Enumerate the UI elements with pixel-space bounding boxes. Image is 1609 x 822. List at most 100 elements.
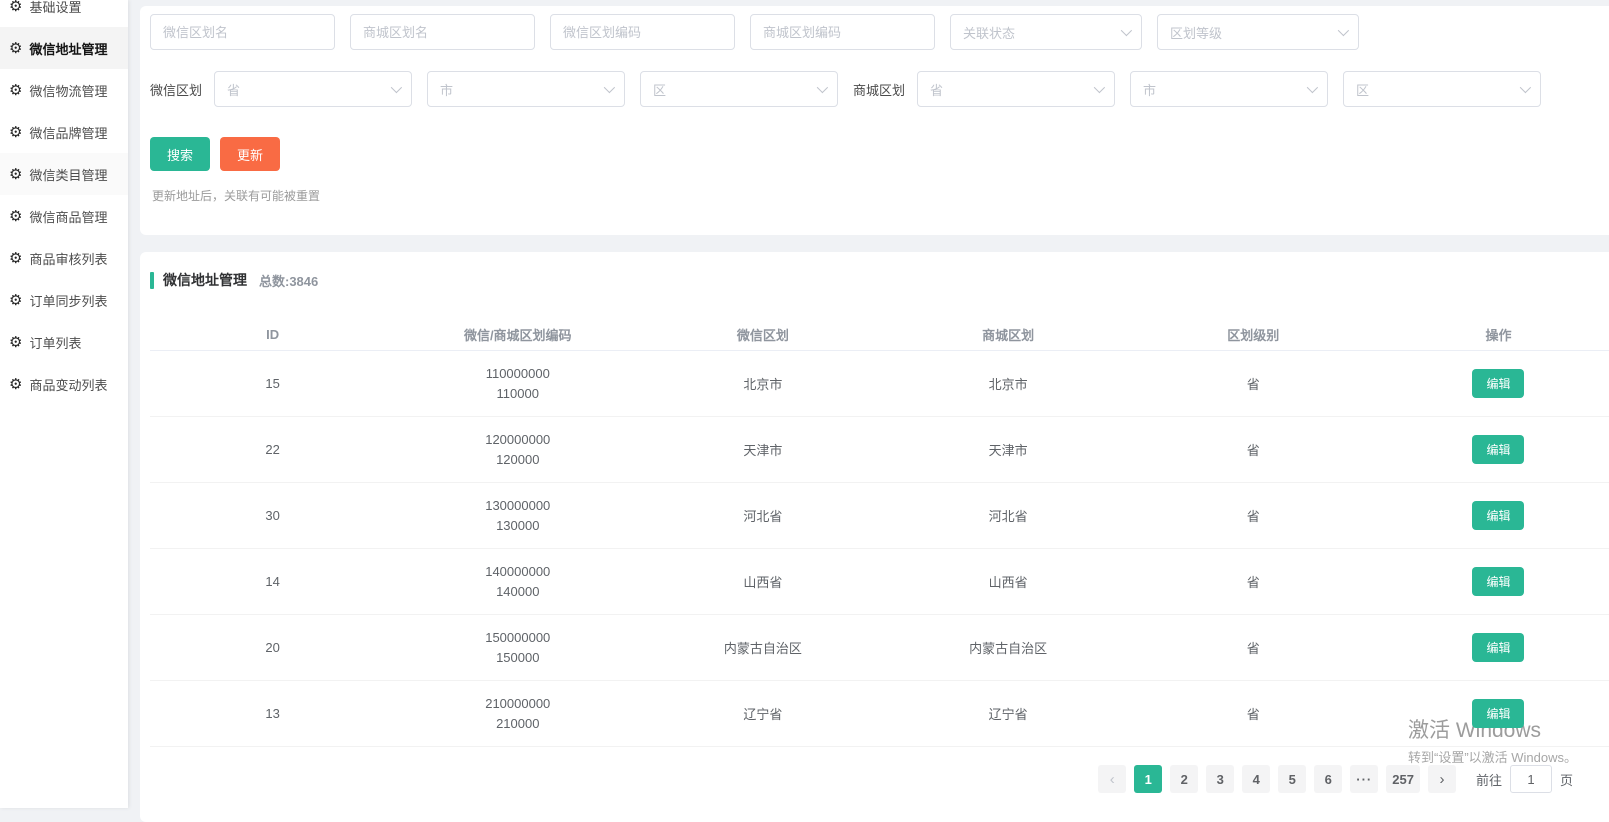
cell-codes: 210000000 210000: [395, 694, 640, 734]
cell-level: 省: [1246, 641, 1260, 656]
mall-code: 150000: [496, 649, 540, 665]
filter-row-1: 关联状态 区划等级: [150, 14, 1609, 50]
page-button-1[interactable]: 1: [1134, 765, 1163, 793]
wechat-region-name-input[interactable]: [150, 14, 335, 50]
gear-icon: ⚙: [9, 333, 23, 351]
prev-page-button[interactable]: ‹: [1098, 765, 1127, 793]
mall-region-name-input[interactable]: [350, 14, 535, 50]
select-placeholder: 省: [227, 82, 241, 98]
table-row: 13 210000000 210000 辽宁省 辽宁省 省 编辑: [150, 681, 1609, 747]
wechat-district-select[interactable]: 区: [640, 71, 838, 107]
wechat-city-select[interactable]: 市: [427, 71, 625, 107]
cell-id: 30: [265, 508, 280, 523]
cell-wechat-region: 山西省: [743, 575, 783, 590]
sidebar-item-wechat-address[interactable]: ⚙ 微信地址管理: [0, 27, 128, 69]
column-header-codes: 微信/商城区划编码: [463, 327, 572, 343]
sidebar-item-label: 微信地址管理: [29, 41, 108, 57]
page-button-5[interactable]: 5: [1278, 765, 1307, 793]
table-row: 20 150000000 150000 内蒙古自治区 内蒙古自治区 省 编辑: [150, 615, 1609, 681]
sidebar-item-label: 商品审核列表: [29, 251, 108, 267]
edit-button[interactable]: 编辑: [1472, 501, 1525, 530]
cell-wechat-region: 辽宁省: [743, 707, 783, 722]
cell-actions: 编辑: [1376, 699, 1609, 728]
section-accent-bar: [150, 271, 154, 289]
wechat-province-select[interactable]: 省: [214, 71, 412, 107]
edit-button[interactable]: 编辑: [1472, 699, 1525, 728]
sidebar-item-product-change[interactable]: ⚙ 商品变动列表: [0, 363, 128, 405]
edit-button[interactable]: 编辑: [1472, 633, 1525, 662]
mall-region-code-input[interactable]: [750, 14, 935, 50]
mall-province-select[interactable]: 省: [917, 71, 1115, 107]
cell-mall-region: 天津市: [988, 443, 1028, 458]
windows-activation-hint: 转到“设置”以激活 Windows。: [1408, 750, 1578, 765]
sidebar-item-order-list[interactable]: ⚙ 订单列表: [0, 321, 128, 363]
gear-icon: ⚙: [9, 291, 23, 309]
cell-level: 省: [1246, 575, 1260, 590]
gear-icon: ⚙: [9, 165, 23, 183]
cell-wechat-region: 天津市: [743, 443, 783, 458]
page-button-2[interactable]: 2: [1170, 765, 1199, 793]
select-placeholder: 区: [653, 82, 667, 98]
gear-icon: ⚙: [9, 249, 23, 267]
gear-icon: ⚙: [9, 123, 23, 141]
sidebar: ⚙ 基础设置 ⚙ 微信地址管理 ⚙ 微信物流管理 ⚙ 微信品牌管理 ⚙ 微信类目…: [0, 0, 128, 808]
edit-button[interactable]: 编辑: [1472, 435, 1525, 464]
sidebar-item-label: 商品变动列表: [29, 377, 108, 393]
chevron-down-icon: [1120, 24, 1133, 37]
update-button[interactable]: 更新: [220, 137, 281, 171]
mall-city-select[interactable]: 市: [1130, 71, 1328, 107]
sidebar-item-label: 基础设置: [29, 0, 82, 15]
page-button-3[interactable]: 3: [1206, 765, 1235, 793]
column-header-level: 区划级别: [1227, 327, 1280, 343]
chevron-down-icon: [390, 81, 403, 94]
cell-mall-region: 内蒙古自治区: [969, 641, 1048, 656]
sidebar-item-basic-settings[interactable]: ⚙ 基础设置: [0, 0, 128, 27]
more-pages-button[interactable]: ···: [1350, 765, 1379, 793]
cell-codes: 110000000 110000: [395, 364, 640, 404]
mall-code: 130000: [496, 517, 540, 533]
sidebar-item-label: 订单列表: [29, 335, 82, 351]
table-row: 14 140000000 140000 山西省 山西省 省 编辑: [150, 549, 1609, 615]
cell-codes: 140000000 140000: [395, 562, 640, 602]
total-count: 总数:3846: [259, 273, 319, 289]
mall-district-select[interactable]: 区: [1343, 71, 1541, 107]
table-row: 15 110000000 110000 北京市 北京市 省 编辑: [150, 351, 1609, 417]
wechat-region-code-input[interactable]: [550, 14, 735, 50]
filter-row-2: 微信区划 省 市 区 商城区划 省 市 区: [150, 71, 1609, 107]
mall-region-label: 商城区划: [853, 82, 906, 98]
goto-page-input[interactable]: [1509, 765, 1552, 793]
relation-status-select[interactable]: 关联状态: [950, 14, 1142, 50]
page-button-4[interactable]: 4: [1242, 765, 1271, 793]
mall-code: 210000: [496, 715, 540, 731]
search-button[interactable]: 搜索: [150, 137, 211, 171]
sidebar-item-wechat-product[interactable]: ⚙ 微信商品管理: [0, 195, 128, 237]
next-page-button[interactable]: ›: [1427, 765, 1456, 793]
cell-wechat-region: 北京市: [743, 377, 783, 392]
edit-button[interactable]: 编辑: [1472, 369, 1525, 398]
sidebar-item-label: 微信物流管理: [29, 83, 108, 99]
table-row: 22 120000000 120000 天津市 天津市 省 编辑: [150, 417, 1609, 483]
gear-icon: ⚙: [9, 207, 23, 225]
page-button-6[interactable]: 6: [1314, 765, 1343, 793]
sidebar-item-product-audit[interactable]: ⚙ 商品审核列表: [0, 237, 128, 279]
sidebar-item-wechat-category[interactable]: ⚙ 微信类目管理: [0, 153, 128, 195]
cell-id: 15: [265, 376, 280, 391]
page-button-257[interactable]: 257: [1386, 765, 1420, 793]
data-table: ID 微信/商城区划编码 微信区划 商城区划 区划级别 操作 15 110000…: [150, 318, 1609, 747]
sidebar-item-wechat-brand[interactable]: ⚙ 微信品牌管理: [0, 111, 128, 153]
sidebar-item-order-sync[interactable]: ⚙ 订单同步列表: [0, 279, 128, 321]
goto-page-group: 前往 页: [1476, 765, 1573, 793]
chevron-down-icon: [603, 81, 616, 94]
chevron-down-icon: [1519, 81, 1532, 94]
select-placeholder: 省: [930, 82, 944, 98]
select-placeholder: 区划等级: [1170, 25, 1223, 41]
region-level-select[interactable]: 区划等级: [1157, 14, 1359, 50]
cell-mall-region: 辽宁省: [988, 707, 1028, 722]
edit-button[interactable]: 编辑: [1472, 567, 1525, 596]
wechat-code: 110000000: [485, 365, 550, 381]
column-header-wechat-region: 微信区划: [736, 327, 789, 343]
cell-actions: 编辑: [1376, 369, 1609, 398]
sidebar-item-wechat-logistics[interactable]: ⚙ 微信物流管理: [0, 69, 128, 111]
sidebar-menu: ⚙ 基础设置 ⚙ 微信地址管理 ⚙ 微信物流管理 ⚙ 微信品牌管理 ⚙ 微信类目…: [0, 0, 128, 405]
wechat-region-label: 微信区划: [150, 82, 203, 98]
